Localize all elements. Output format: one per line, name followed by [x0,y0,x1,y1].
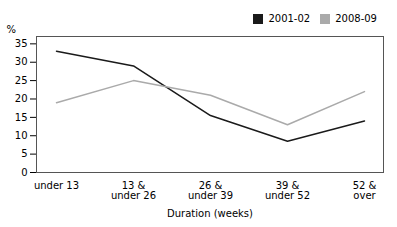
svg-text:20: 20 [15,93,28,104]
html-text:2008-09: 2008-09 [335,13,377,24]
svg-text:5: 5 [21,148,27,159]
svg-text:15: 15 [15,112,28,123]
svg-text:52 &over: 52 &over [353,180,377,201]
svg-text:39 &under 52: 39 &under 52 [265,180,310,201]
svg-text:under 13: under 13 [34,180,79,191]
svg-text:35: 35 [15,38,28,49]
svg-text:25: 25 [15,75,28,86]
svg-text:10: 10 [15,130,28,141]
html-text:2001-02: 2001-02 [268,13,311,24]
svg-text:13 &under 26: 13 &under 26 [111,180,156,201]
svg-text:%: % [7,24,17,35]
svg-text:0: 0 [21,167,27,178]
svg-text:30: 30 [15,56,28,67]
svg-text:26 &under 39: 26 &under 39 [188,180,233,201]
svg-text:Duration (weeks): Duration (weeks) [167,208,253,219]
